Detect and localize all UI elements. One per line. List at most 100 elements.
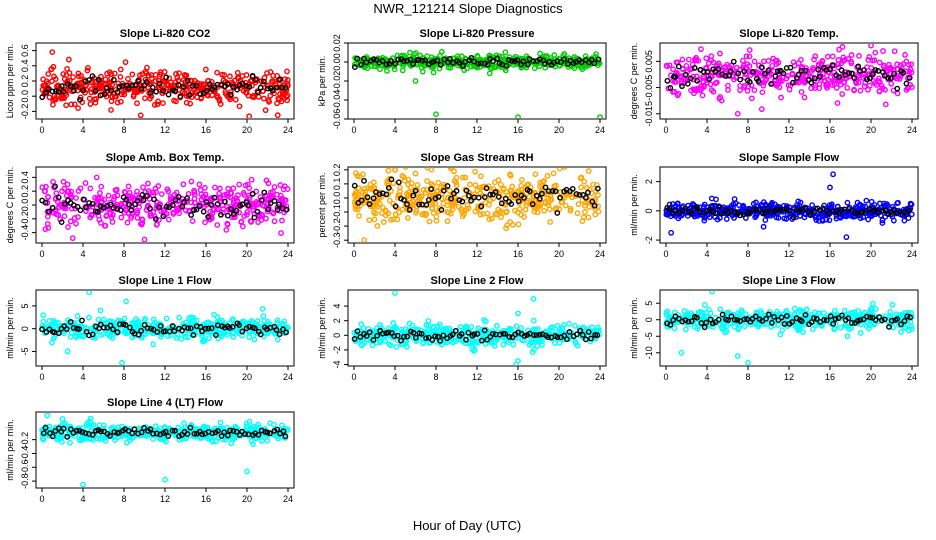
data-point: [191, 195, 198, 202]
data-point: [385, 210, 392, 217]
subset-point: [437, 337, 444, 344]
y-tick-label: -0.4: [20, 225, 30, 241]
data-point: [371, 216, 378, 223]
data-point: [157, 333, 164, 340]
subset-point: [845, 315, 852, 322]
x-tick-label: 24: [283, 249, 293, 259]
subset-point: [134, 198, 141, 204]
y-tick-label: 0.2: [332, 164, 342, 177]
data-point: [841, 307, 848, 314]
panel-title: Slope Line 4 (LT) Flow: [107, 397, 223, 409]
data-point: [567, 205, 574, 212]
subset-point: [872, 317, 879, 324]
data-point: [759, 89, 766, 96]
data-point: [497, 181, 504, 188]
subset-point: [77, 96, 83, 103]
data-point: [274, 336, 281, 343]
subset-point: [879, 317, 885, 324]
subset-point: [685, 318, 692, 325]
data-point: [506, 327, 513, 334]
data-point: [866, 71, 873, 78]
data-point: [704, 313, 711, 320]
subset-point: [777, 207, 784, 213]
data-point: [93, 174, 100, 181]
subset-point: [422, 57, 429, 64]
subset-point: [110, 76, 117, 83]
subset-point: [851, 210, 858, 217]
subset-point: [764, 205, 771, 211]
data-point: [242, 79, 249, 86]
subset-point: [730, 58, 737, 65]
data-point: [907, 200, 914, 207]
data-point: [187, 100, 194, 107]
data-point: [155, 183, 162, 189]
outlier-point: [843, 234, 850, 241]
subset-point: [835, 315, 842, 321]
data-point: [544, 173, 551, 179]
data-point: [182, 207, 189, 214]
subset-point: [265, 206, 272, 213]
subset-point: [358, 197, 365, 204]
x-tick-label: 0: [663, 125, 668, 135]
data-point: [685, 56, 692, 63]
subset-point: [866, 75, 873, 82]
data-point: [760, 58, 767, 65]
data-point: [87, 101, 94, 107]
data-point: [760, 223, 767, 230]
data-point: [224, 203, 230, 210]
x-tick-label: 8: [433, 125, 438, 135]
y-tick-label: 2: [332, 318, 342, 323]
subset-point: [239, 328, 246, 335]
data-point: [865, 216, 872, 223]
data-point: [464, 65, 470, 72]
subset-point: [737, 212, 744, 219]
subset-point: [881, 316, 888, 323]
data-point: [837, 81, 844, 88]
subset-point: [561, 332, 568, 339]
subset-point: [172, 197, 179, 203]
data-point: [424, 178, 431, 184]
subset-point: [561, 56, 568, 63]
data-point: [699, 85, 705, 92]
points-group: [351, 168, 602, 242]
data-point: [550, 170, 557, 177]
subset-point: [861, 67, 867, 74]
x-tick-label: 20: [242, 249, 252, 259]
subset-point: [80, 196, 87, 203]
subset-point: [351, 336, 358, 342]
data-point: [190, 317, 197, 324]
data-point: [392, 211, 399, 218]
data-point: [367, 198, 373, 204]
data-point: [733, 64, 740, 71]
data-point: [725, 87, 731, 93]
data-point: [175, 77, 182, 84]
data-point: [812, 82, 819, 89]
subset-point: [67, 83, 74, 89]
y-tick-label: 5: [644, 301, 654, 306]
subset-point: [224, 81, 231, 88]
subset-point: [280, 326, 286, 333]
data-point: [894, 90, 901, 97]
subset-point: [391, 333, 398, 340]
subset-point: [478, 203, 485, 210]
data-point: [775, 322, 782, 328]
subset-point: [468, 197, 474, 204]
data-point: [763, 312, 769, 319]
data-point: [523, 202, 530, 209]
y-tick-label: -5: [20, 347, 30, 355]
subset-point: [487, 191, 494, 198]
subset-point: [171, 328, 178, 334]
subset-point: [475, 60, 482, 67]
data-point: [109, 212, 116, 218]
data-point: [888, 211, 895, 218]
subset-point: [807, 212, 814, 219]
data-point: [851, 86, 857, 93]
data-point: [65, 56, 72, 63]
x-tick-label: 16: [201, 125, 211, 135]
subset-point: [60, 88, 67, 95]
data-point: [279, 217, 285, 224]
subset-point: [395, 56, 402, 63]
